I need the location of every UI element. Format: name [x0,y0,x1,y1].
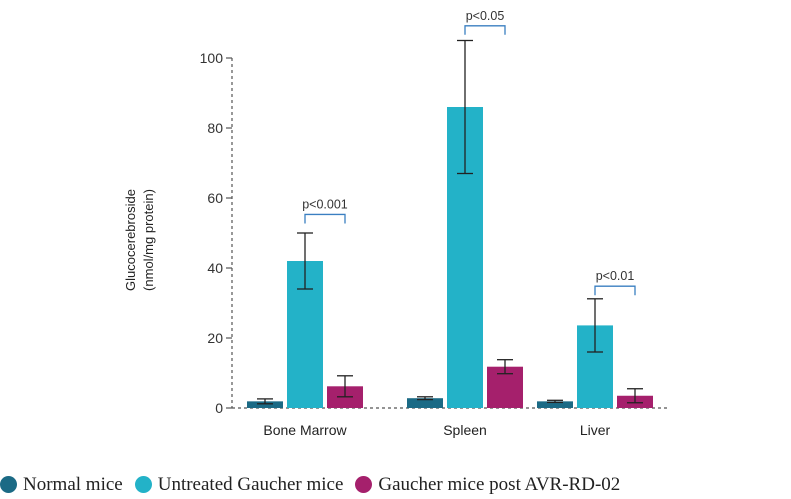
y-tick-label: 60 [207,190,223,206]
bars [247,39,653,408]
bar [537,401,573,408]
bar-chart: 0 20 40 60 80 100 Bone Marrow Spleen Liver p<0.… [123,9,667,438]
y-tick-label: 40 [207,260,223,276]
y-axis: 0 20 40 60 80 100 [200,50,233,416]
y-tick-label: 100 [200,50,224,66]
p-value-label: p<0.05 [466,9,505,23]
legend: Normal mice Untreated Gaucher mice Gauch… [0,470,791,499]
x-axis: Bone Marrow Spleen Liver [232,407,667,438]
legend-swatch-normal [0,476,17,493]
y-tick-label: 20 [207,330,223,346]
x-tick-label: Liver [580,422,611,438]
significance-bracket [304,213,346,224]
legend-swatch-untreated [134,476,152,493]
y-tick-label: 0 [215,400,223,416]
legend-item-untreated: Untreated Gaucher mice [134,473,344,496]
bar [247,401,283,408]
significance-bracket [594,285,636,296]
x-tick-label: Spleen [443,422,487,438]
y-axis-title-line-2: (nmol/mg protein) [141,189,156,291]
legend-label-normal: Normal mice [23,473,123,495]
y-axis-title-line-1: Glucocerebroside [123,189,138,291]
significance-annotations: p<0.001 p<0.05 p<0.01 [302,9,636,296]
legend-label-untreated: Untreated Gaucher mice [157,473,344,495]
y-tick-label: 80 [207,120,223,136]
p-value-label: p<0.01 [596,269,635,283]
p-value-label: p<0.001 [302,197,348,211]
y-axis-title: Glucocerebroside (nmol/mg protein) [123,189,156,291]
legend-swatch-treated [355,476,373,493]
legend-item-treated: Gaucher mice post AVR-RD-02 [355,474,620,496]
legend-item-normal: Normal mice [0,474,123,496]
significance-bracket [464,25,506,35]
bar [407,398,443,408]
x-tick-label: Bone Marrow [263,422,347,438]
legend-label-treated: Gaucher mice post AVR-RD-02 [378,473,621,495]
